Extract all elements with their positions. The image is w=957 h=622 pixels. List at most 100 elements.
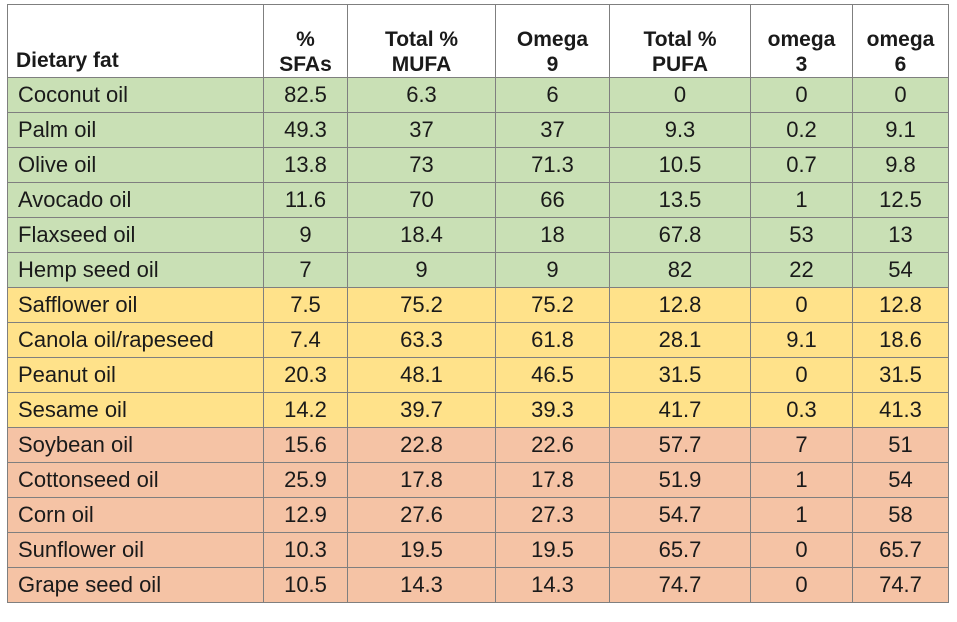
value-cell: 12.8 <box>609 287 751 323</box>
fat-name-cell: Avocado oil <box>7 182 264 218</box>
value-cell: 0 <box>750 567 853 603</box>
value-cell: 10.5 <box>263 567 348 603</box>
table-body: Coconut oil 82.5 6.3 6 0 0 0 Palm oil 49.3 37 37 9.… <box>7 77 949 603</box>
table-row: Safflower oil 7.5 75.2 75.2 12.8 0 12.8 <box>7 287 949 323</box>
value-cell: 20.3 <box>263 357 348 393</box>
value-cell: 31.5 <box>609 357 751 393</box>
value-cell: 51.9 <box>609 462 751 498</box>
value-cell: 67.8 <box>609 217 751 253</box>
fat-name-cell: Hemp seed oil <box>7 252 264 288</box>
value-cell: 1 <box>750 182 853 218</box>
value-cell: 63.3 <box>347 322 496 358</box>
value-cell: 12.5 <box>852 182 949 218</box>
fat-name-cell: Peanut oil <box>7 357 264 393</box>
value-cell: 0.2 <box>750 112 853 148</box>
table-row: Peanut oil 20.3 48.1 46.5 31.5 0 31.5 <box>7 357 949 393</box>
value-cell: 54 <box>852 462 949 498</box>
header-row: Dietary fat % SFAs Total % MUFA Omega 9 Tot… <box>7 4 949 78</box>
fat-name-cell: Coconut oil <box>7 77 264 113</box>
value-cell: 11.6 <box>263 182 348 218</box>
value-cell: 19.5 <box>495 532 610 568</box>
value-cell: 1 <box>750 462 853 498</box>
value-cell: 39.3 <box>495 392 610 428</box>
col-header-omega-3: omega 3 <box>750 4 853 78</box>
value-cell: 10.5 <box>609 147 751 183</box>
table-row: Corn oil 12.9 27.6 27.3 54.7 1 58 <box>7 497 949 533</box>
value-cell: 9.1 <box>750 322 853 358</box>
value-cell: 9 <box>263 217 348 253</box>
value-cell: 46.5 <box>495 357 610 393</box>
table-row: Olive oil 13.8 73 71.3 10.5 0.7 9.8 <box>7 147 949 183</box>
value-cell: 53 <box>750 217 853 253</box>
table-row: Cottonseed oil 25.9 17.8 17.8 51.9 1 54 <box>7 462 949 498</box>
value-cell: 37 <box>495 112 610 148</box>
table-row: Sunflower oil 10.3 19.5 19.5 65.7 0 65.7 <box>7 532 949 568</box>
fat-name-cell: Flaxseed oil <box>7 217 264 253</box>
col-header-sfas: % SFAs <box>263 4 348 78</box>
value-cell: 75.2 <box>347 287 496 323</box>
value-cell: 49.3 <box>263 112 348 148</box>
value-cell: 27.6 <box>347 497 496 533</box>
value-cell: 17.8 <box>495 462 610 498</box>
value-cell: 13 <box>852 217 949 253</box>
table-row: Grape seed oil 10.5 14.3 14.3 74.7 0 74.7 <box>7 567 949 603</box>
value-cell: 0 <box>750 77 853 113</box>
fat-name-cell: Olive oil <box>7 147 264 183</box>
value-cell: 31.5 <box>852 357 949 393</box>
fat-name-cell: Cottonseed oil <box>7 462 264 498</box>
dietary-fat-table: Dietary fat % SFAs Total % MUFA Omega 9 Tot… <box>7 4 949 603</box>
table-row: Soybean oil 15.6 22.8 22.6 57.7 7 51 <box>7 427 949 463</box>
value-cell: 22 <box>750 252 853 288</box>
value-cell: 0.7 <box>750 147 853 183</box>
value-cell: 0 <box>750 357 853 393</box>
value-cell: 82 <box>609 252 751 288</box>
value-cell: 75.2 <box>495 287 610 323</box>
value-cell: 0 <box>609 77 751 113</box>
fat-name-cell: Safflower oil <box>7 287 264 323</box>
value-cell: 7.4 <box>263 322 348 358</box>
value-cell: 6 <box>495 77 610 113</box>
value-cell: 14.3 <box>495 567 610 603</box>
fat-name-cell: Sesame oil <box>7 392 264 428</box>
value-cell: 17.8 <box>347 462 496 498</box>
table-row: Coconut oil 82.5 6.3 6 0 0 0 <box>7 77 949 113</box>
value-cell: 13.8 <box>263 147 348 183</box>
value-cell: 7.5 <box>263 287 348 323</box>
value-cell: 9 <box>347 252 496 288</box>
value-cell: 57.7 <box>609 427 751 463</box>
value-cell: 7 <box>263 252 348 288</box>
value-cell: 0.3 <box>750 392 853 428</box>
value-cell: 13.5 <box>609 182 751 218</box>
value-cell: 0 <box>750 287 853 323</box>
value-cell: 22.6 <box>495 427 610 463</box>
value-cell: 14.3 <box>347 567 496 603</box>
value-cell: 19.5 <box>347 532 496 568</box>
value-cell: 51 <box>852 427 949 463</box>
value-cell: 14.2 <box>263 392 348 428</box>
value-cell: 18.6 <box>852 322 949 358</box>
value-cell: 41.7 <box>609 392 751 428</box>
col-header-pufa: Total % PUFA <box>609 4 751 78</box>
value-cell: 54 <box>852 252 949 288</box>
value-cell: 58 <box>852 497 949 533</box>
value-cell: 7 <box>750 427 853 463</box>
fat-name-cell: Sunflower oil <box>7 532 264 568</box>
value-cell: 18.4 <box>347 217 496 253</box>
col-header-dietary-fat: Dietary fat <box>7 4 264 78</box>
fat-name-cell: Palm oil <box>7 112 264 148</box>
value-cell: 73 <box>347 147 496 183</box>
table-row: Avocado oil 11.6 70 66 13.5 1 12.5 <box>7 182 949 218</box>
value-cell: 54.7 <box>609 497 751 533</box>
table-row: Flaxseed oil 9 18.4 18 67.8 53 13 <box>7 217 949 253</box>
table-row: Palm oil 49.3 37 37 9.3 0.2 9.1 <box>7 112 949 148</box>
value-cell: 37 <box>347 112 496 148</box>
value-cell: 6.3 <box>347 77 496 113</box>
value-cell: 9 <box>495 252 610 288</box>
value-cell: 74.7 <box>852 567 949 603</box>
value-cell: 70 <box>347 182 496 218</box>
value-cell: 22.8 <box>347 427 496 463</box>
table-row: Canola oil/rapeseed 7.4 63.3 61.8 28.1 9.1 18.… <box>7 322 949 358</box>
value-cell: 9.8 <box>852 147 949 183</box>
value-cell: 61.8 <box>495 322 610 358</box>
fat-name-cell: Corn oil <box>7 497 264 533</box>
